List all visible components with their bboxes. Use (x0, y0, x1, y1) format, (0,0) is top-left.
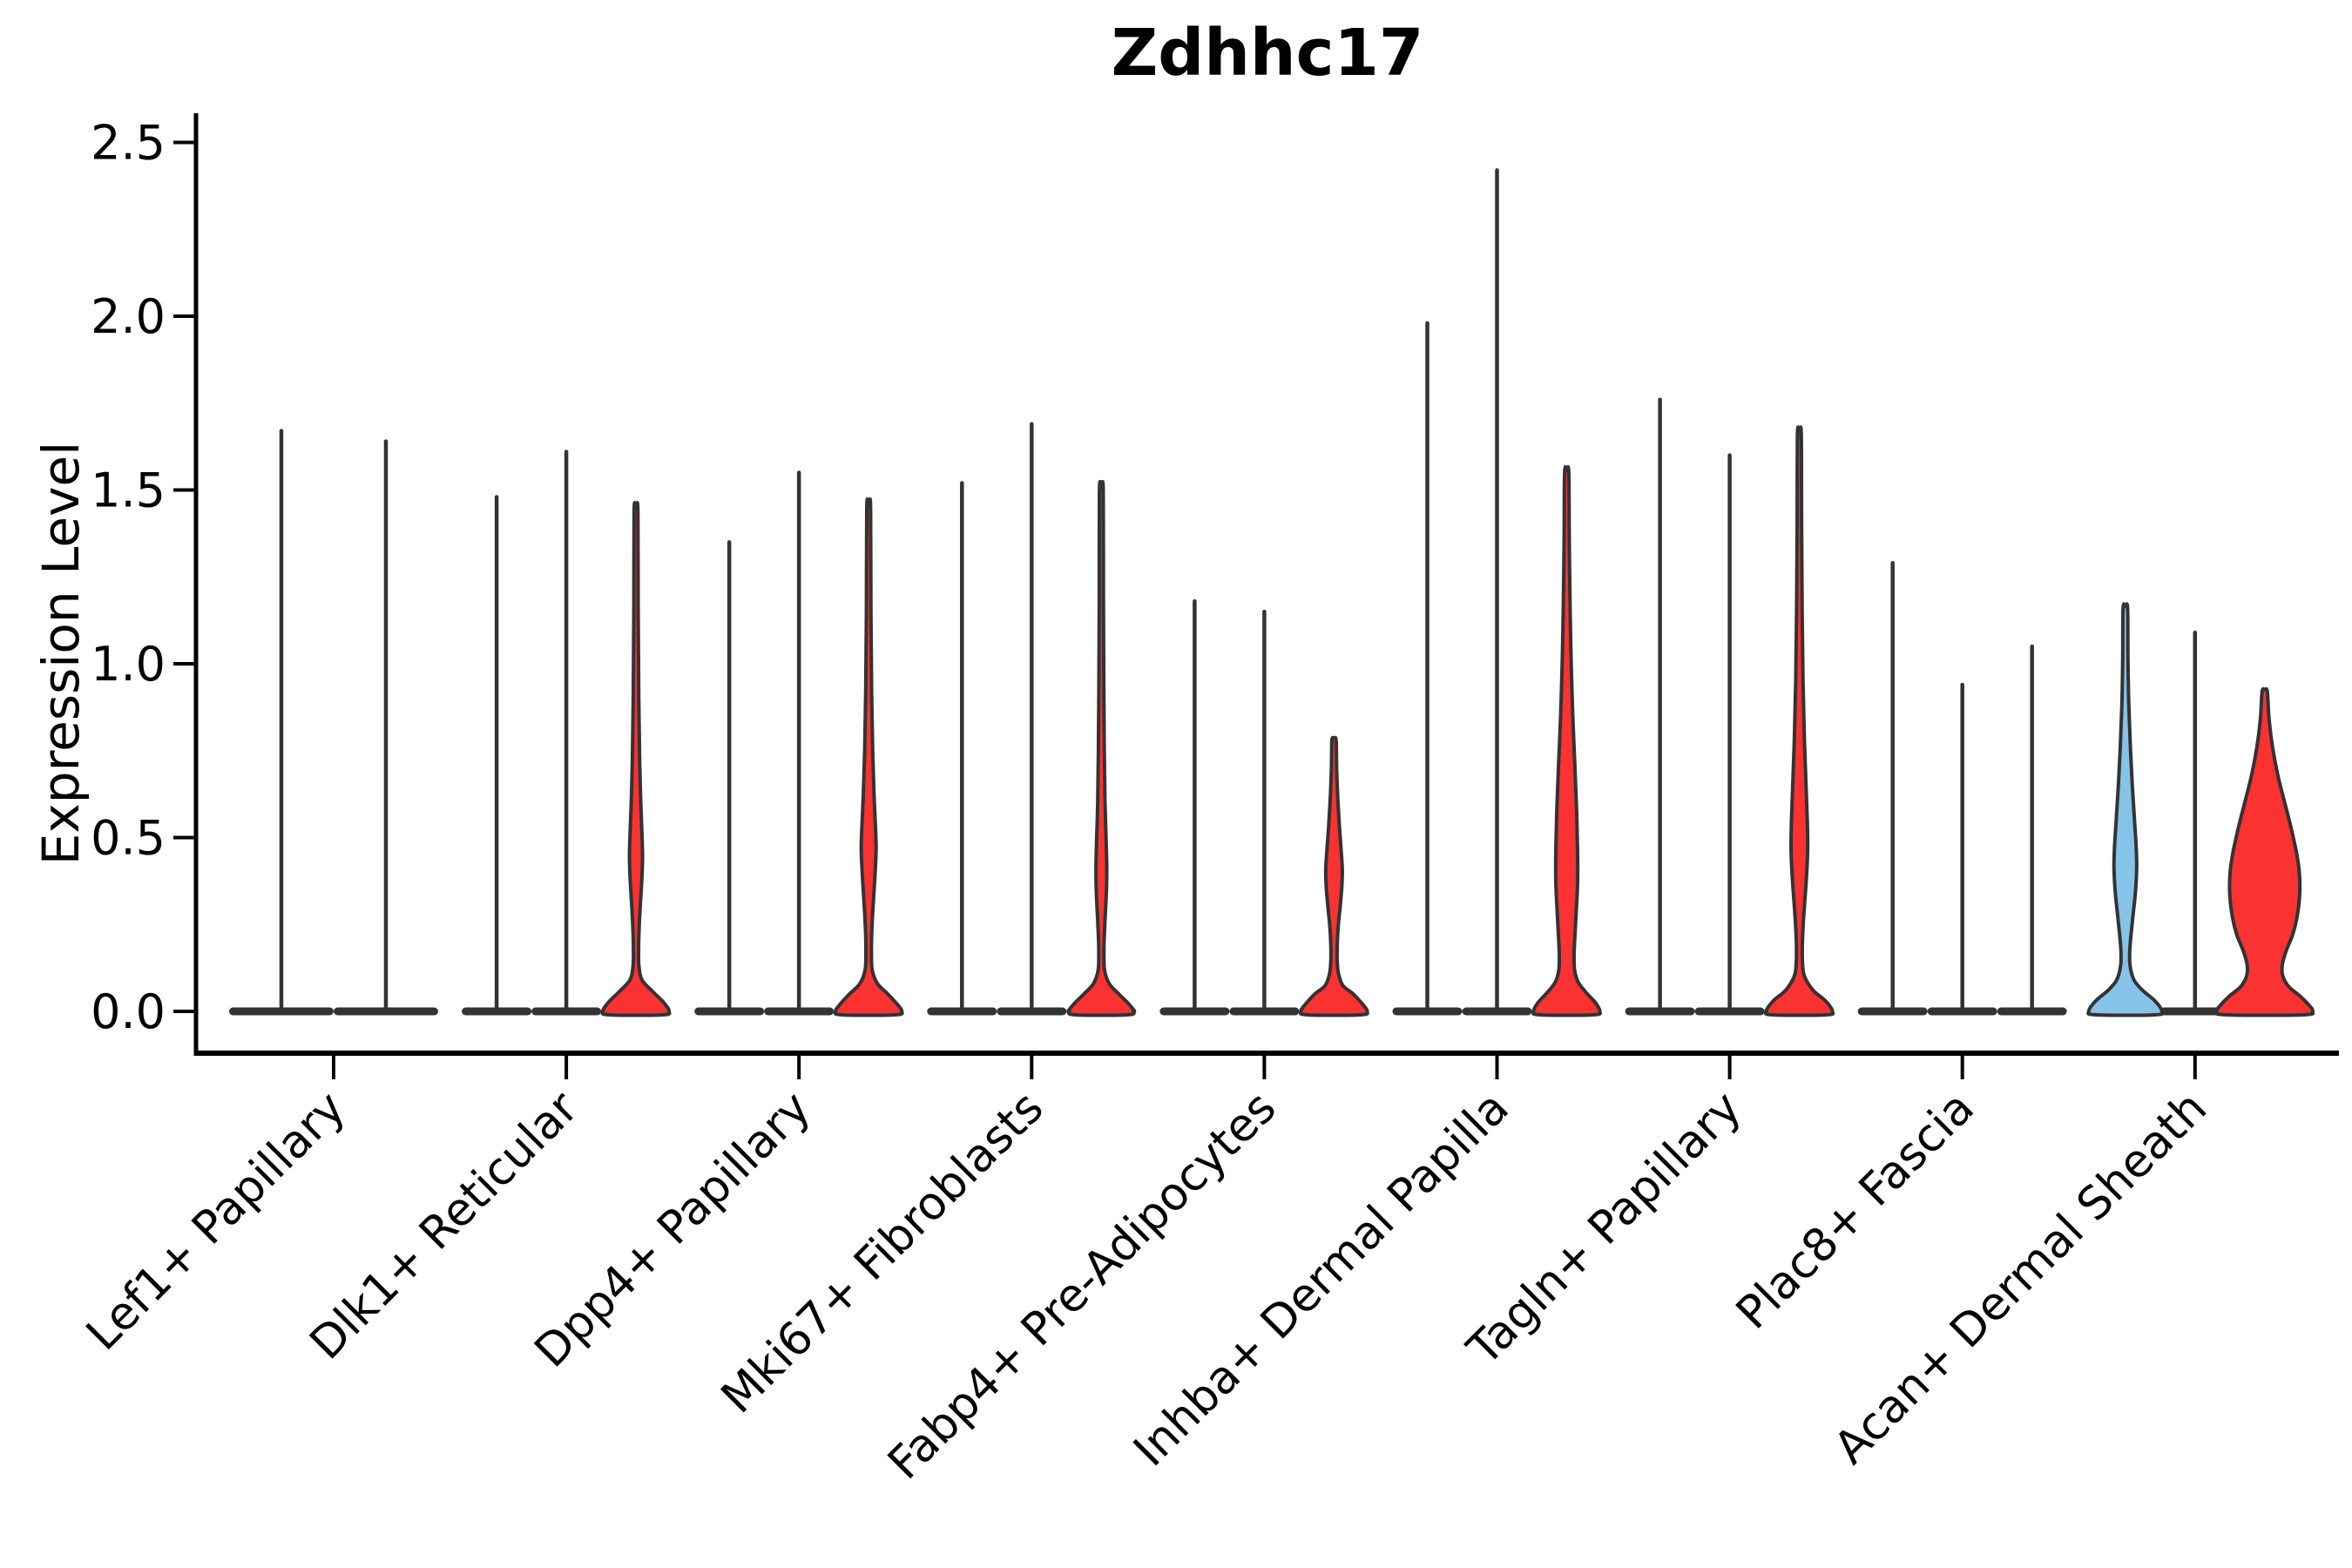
violin-red (1299, 735, 1369, 1017)
violin-red (600, 501, 672, 1017)
violin-red (833, 497, 904, 1017)
x-tick-label: Fabp4+ Pre-Adipocytes (878, 1082, 1286, 1490)
x-tick-label: Plac8+ Fascia (1727, 1082, 1984, 1340)
y-tick-label: 2.5 (91, 116, 166, 171)
y-tick-label: 1.5 (91, 463, 166, 518)
y-tick-label: 1.0 (91, 637, 166, 692)
violin-red (1764, 425, 1835, 1017)
y-tick-label: 2.0 (91, 289, 166, 344)
violin-red (2214, 686, 2315, 1017)
x-tick-label: Acan+ Dermal Sheath (1824, 1082, 2217, 1475)
y-tick-label: 0.5 (91, 811, 166, 866)
violin-red (1066, 479, 1136, 1017)
violin-blue (2086, 602, 2165, 1017)
violin-red (1531, 464, 1602, 1017)
y-tick-label: 0.0 (91, 984, 166, 1039)
x-tick-label: Inhba+ Dermal Papilla (1124, 1082, 1518, 1477)
chart-title: Zdhhc17 (1111, 16, 1424, 91)
